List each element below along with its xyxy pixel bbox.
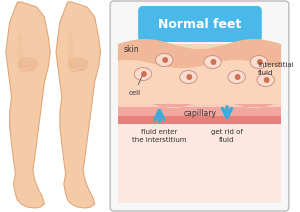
Text: Interstitial
fluid: Interstitial fluid (258, 62, 294, 76)
Bar (118, 124, 281, 203)
Text: skin: skin (124, 45, 139, 53)
Circle shape (162, 57, 168, 63)
Ellipse shape (17, 57, 39, 71)
Text: get rid of
fluid: get rid of fluid (211, 129, 243, 142)
Circle shape (211, 59, 216, 65)
Text: fluid enter
the interstitium: fluid enter the interstitium (132, 129, 187, 142)
Bar (118, 104, 281, 124)
Text: capillary: capillary (184, 110, 217, 119)
Ellipse shape (228, 71, 245, 84)
Polygon shape (6, 2, 50, 208)
Text: Normal feet: Normal feet (158, 18, 242, 31)
Ellipse shape (250, 56, 268, 68)
Circle shape (141, 71, 147, 77)
Ellipse shape (68, 57, 89, 71)
FancyBboxPatch shape (138, 6, 262, 42)
Ellipse shape (155, 53, 173, 67)
Ellipse shape (257, 74, 275, 86)
Ellipse shape (180, 71, 197, 84)
Ellipse shape (68, 32, 74, 72)
Circle shape (264, 77, 269, 83)
Polygon shape (118, 39, 281, 68)
Circle shape (257, 59, 263, 65)
Circle shape (187, 74, 192, 80)
Ellipse shape (204, 56, 221, 68)
Polygon shape (118, 100, 281, 108)
Text: cell: cell (128, 77, 142, 96)
Bar (118, 104, 281, 116)
Ellipse shape (17, 32, 23, 72)
Circle shape (235, 74, 241, 80)
Polygon shape (56, 2, 100, 208)
FancyBboxPatch shape (110, 1, 289, 211)
Ellipse shape (134, 67, 152, 81)
Bar (118, 44, 281, 104)
